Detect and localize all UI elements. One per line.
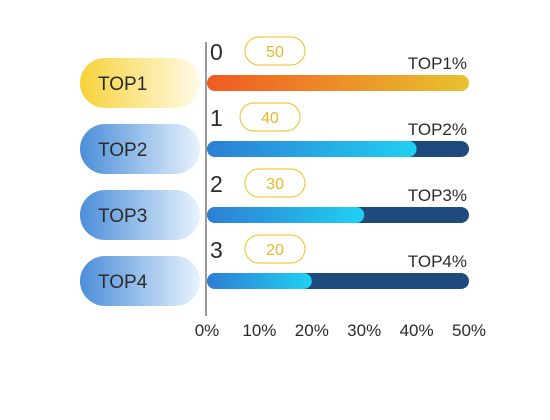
category-label: TOP2 [98, 140, 147, 161]
value-badge-text: 50 [266, 44, 284, 61]
bar-percent-label: TOP2% [408, 120, 467, 139]
category-label: TOP3 [98, 206, 147, 227]
x-tick-label: 20% [295, 321, 329, 340]
x-tick-label: 10% [242, 321, 276, 340]
value-badge [244, 234, 306, 264]
value-badge [239, 102, 301, 132]
x-tick-label: 0% [195, 321, 220, 340]
category-label: TOP4 [98, 272, 148, 293]
row-index-label: 2 [210, 171, 223, 197]
value-badge [244, 168, 306, 198]
value-badge-text: 40 [261, 110, 279, 127]
bar-percent-label: TOP1% [408, 54, 467, 73]
x-tick-label: 40% [400, 321, 434, 340]
bar-percent-label: TOP4% [408, 252, 467, 271]
value-badge-text: 30 [266, 176, 284, 193]
category-pill [80, 190, 200, 240]
category-pill [80, 256, 200, 306]
x-tick-label: 50% [452, 321, 486, 340]
category-pill [80, 124, 200, 174]
bar-fill [207, 207, 365, 223]
category-pill [80, 58, 200, 108]
value-badge [244, 36, 306, 66]
x-tick-label: 30% [347, 321, 381, 340]
row-index-label: 1 [210, 105, 223, 131]
category-label: TOP1 [98, 74, 147, 95]
bar-percent-label: TOP3% [408, 186, 467, 205]
bar-fill [207, 273, 312, 289]
bar-fill [207, 141, 417, 157]
row-index-label: 3 [210, 237, 223, 263]
bar-fill [207, 75, 469, 91]
value-badge-text: 20 [266, 242, 284, 259]
row-index-label: 0 [210, 39, 223, 65]
